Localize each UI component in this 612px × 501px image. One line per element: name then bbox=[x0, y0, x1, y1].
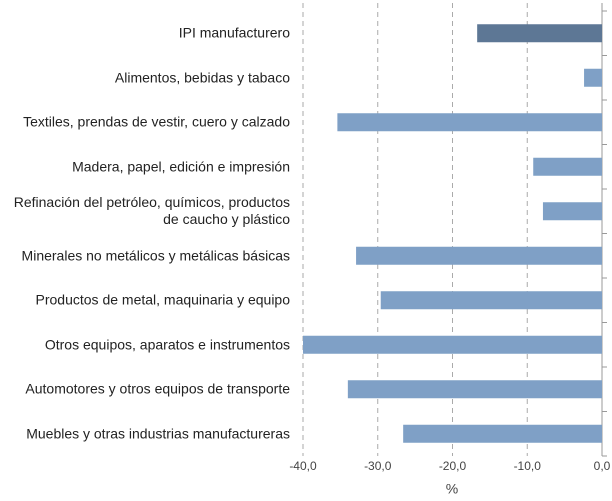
y-tick-label: Minerales no metálicos y metálicas básic… bbox=[21, 247, 290, 264]
y-tick-label: IPI manufacturero bbox=[178, 24, 290, 41]
x-tick-label: -30,0 bbox=[364, 459, 392, 473]
x-tick-label: -20,0 bbox=[439, 459, 467, 473]
y-tick-label: Textiles, prendas de vestir, cuero y cal… bbox=[23, 113, 290, 130]
y-tick-label: Refinación del petróleo, químicos, produ… bbox=[13, 194, 290, 228]
bar bbox=[347, 380, 602, 399]
bar bbox=[584, 68, 602, 87]
y-tick-label: Automotores y otros equipos de transport… bbox=[25, 380, 290, 397]
bar bbox=[542, 202, 602, 221]
y-tick-label: Productos de metal, maquinaria y equipo bbox=[35, 291, 290, 308]
y-tick-label: Muebles y otras industrias manufacturera… bbox=[26, 425, 290, 442]
bar bbox=[533, 157, 602, 176]
bar bbox=[356, 246, 602, 265]
bar bbox=[477, 24, 602, 43]
bar bbox=[403, 424, 602, 443]
x-tick-label: -10,0 bbox=[514, 459, 542, 473]
x-tick-label: -40,0 bbox=[289, 459, 317, 473]
x-tick-label: 0,0 bbox=[594, 459, 611, 473]
x-axis-label: % bbox=[446, 481, 458, 497]
y-tick-label: Alimentos, bebidas y tabaco bbox=[114, 69, 290, 86]
y-tick-label: Madera, papel, edición e impresión bbox=[72, 158, 290, 175]
y-tick-label: Otros equipos, aparatos e instrumentos bbox=[44, 336, 290, 353]
bar bbox=[337, 113, 602, 132]
bar bbox=[380, 291, 602, 310]
bar bbox=[303, 335, 602, 354]
